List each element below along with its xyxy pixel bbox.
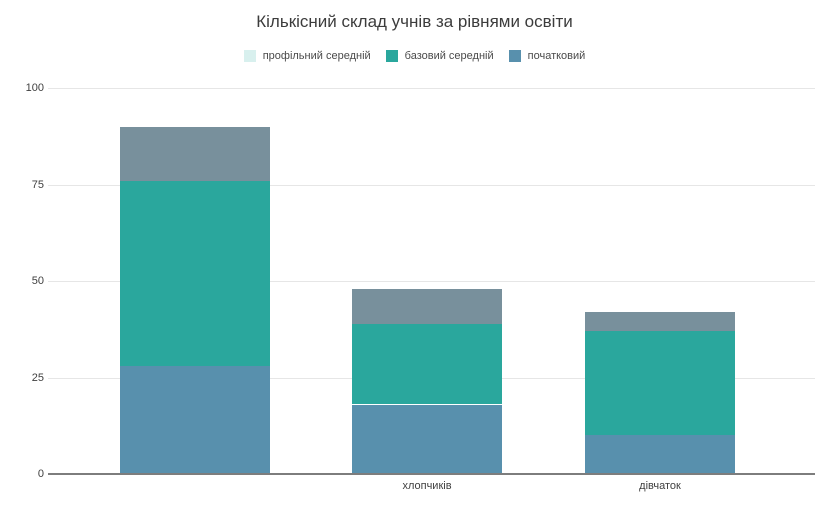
y-axis-tick-label: 75 (31, 179, 44, 191)
legend-swatch-profilnyi-serednii (243, 50, 256, 62)
y-axis-tick-label: 0 (37, 468, 44, 480)
bar-segment-хлопчиків-базовий середній[interactable] (352, 323, 502, 404)
legend-label: профільний середній (262, 50, 371, 62)
y-axis-tick-label: 50 (31, 275, 44, 287)
legend-label: початковий (527, 50, 586, 62)
y-axis-tick-label: 100 (25, 82, 44, 94)
x-axis-line (48, 473, 815, 475)
bar-segment-дівчаток-базовий середній[interactable] (585, 331, 735, 435)
gridline-y-50 (48, 281, 815, 282)
bar-segment-хлопчиків-початковий[interactable] (352, 405, 502, 474)
legend-item-profilnyi-serednii: профільний середній (243, 50, 371, 62)
legend-swatch-bazovyi-serednii (385, 50, 398, 62)
bar-segment-дівчаток-профільний середній[interactable] (585, 312, 735, 331)
y-axis-tick-label: 25 (31, 372, 44, 384)
x-axis-label-дівчаток: дівчаток (639, 480, 681, 492)
bar-segment-total-початковий[interactable] (120, 366, 270, 474)
gridline-y-75 (48, 185, 815, 186)
legend-item-pochatkovyi: початковий (508, 50, 586, 62)
legend-label: базовий середній (404, 50, 494, 62)
gridline-y-100 (48, 88, 815, 89)
bar-segment-хлопчиків-профільний середній[interactable] (352, 289, 502, 324)
bar-segment-total-базовий середній[interactable] (120, 181, 270, 366)
bar-segment-дівчаток-початковий[interactable] (585, 435, 735, 474)
x-axis-label-хлопчиків: хлопчиків (402, 480, 452, 492)
chart-title: Кількісний склад учнів за рівнями освіти (256, 12, 573, 31)
chart-legend: профільний середній базовий середній поч… (0, 50, 829, 62)
bar-segment-total-профільний середній[interactable] (120, 127, 270, 181)
legend-swatch-pochatkovyi (508, 50, 521, 62)
legend-item-bazovyi-serednii: базовий середній (385, 50, 494, 62)
